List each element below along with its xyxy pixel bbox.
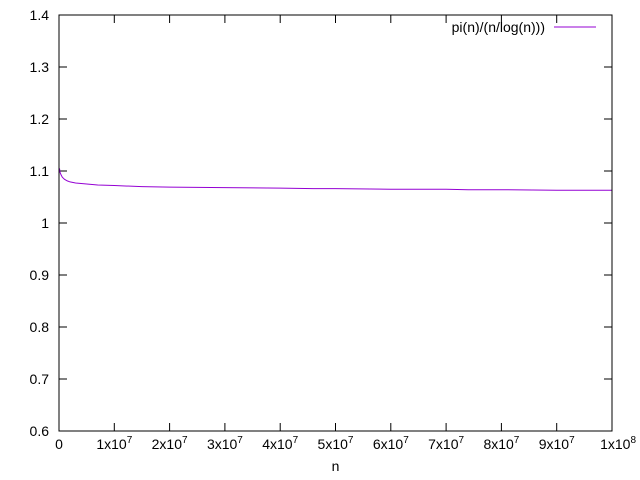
y-tick-label: 0.8 (30, 319, 50, 335)
x-tick-label: 5x107 (318, 435, 354, 452)
series-line (59, 168, 612, 191)
y-tick-label: 1.2 (30, 111, 50, 127)
y-tick-label: 1.1 (30, 163, 50, 179)
x-tick-label: 4x107 (262, 435, 298, 452)
x-tick-label: 7x107 (428, 435, 464, 452)
tick-marks (58, 14, 613, 432)
legend-series-label: pi(n)/(n/log(n))) (452, 19, 545, 35)
x-tick-label: 0 (55, 436, 63, 452)
legend: pi(n)/(n/log(n))) (452, 19, 596, 35)
x-tick-label: 2x107 (152, 435, 188, 452)
y-tick-label: 0.6 (30, 423, 50, 439)
x-tick-label: 1x107 (96, 435, 132, 452)
x-axis-label: n (332, 458, 340, 474)
y-tick-label: 0.7 (30, 371, 50, 387)
x-tick-label: 9x107 (539, 435, 575, 452)
tick-labels: 0.6 0.7 0.8 0.9 1 1.1 1.2 1.3 1.4 0 1x107 2x107 3x10… (30, 7, 637, 452)
series-layer (58, 163, 612, 191)
y-tick-label: 1.4 (30, 7, 50, 23)
x-tick-label: 3x107 (207, 435, 243, 452)
y-tick-label: 1.3 (30, 59, 50, 75)
y-tick-label: 1 (41, 215, 49, 231)
x-tick-label: 8x107 (483, 435, 519, 452)
y-tick-label: 0.9 (30, 267, 50, 283)
x-tick-label: 6x107 (373, 435, 409, 452)
x-tick-label: 1x108 (600, 435, 636, 452)
plot-frame (58, 14, 613, 432)
